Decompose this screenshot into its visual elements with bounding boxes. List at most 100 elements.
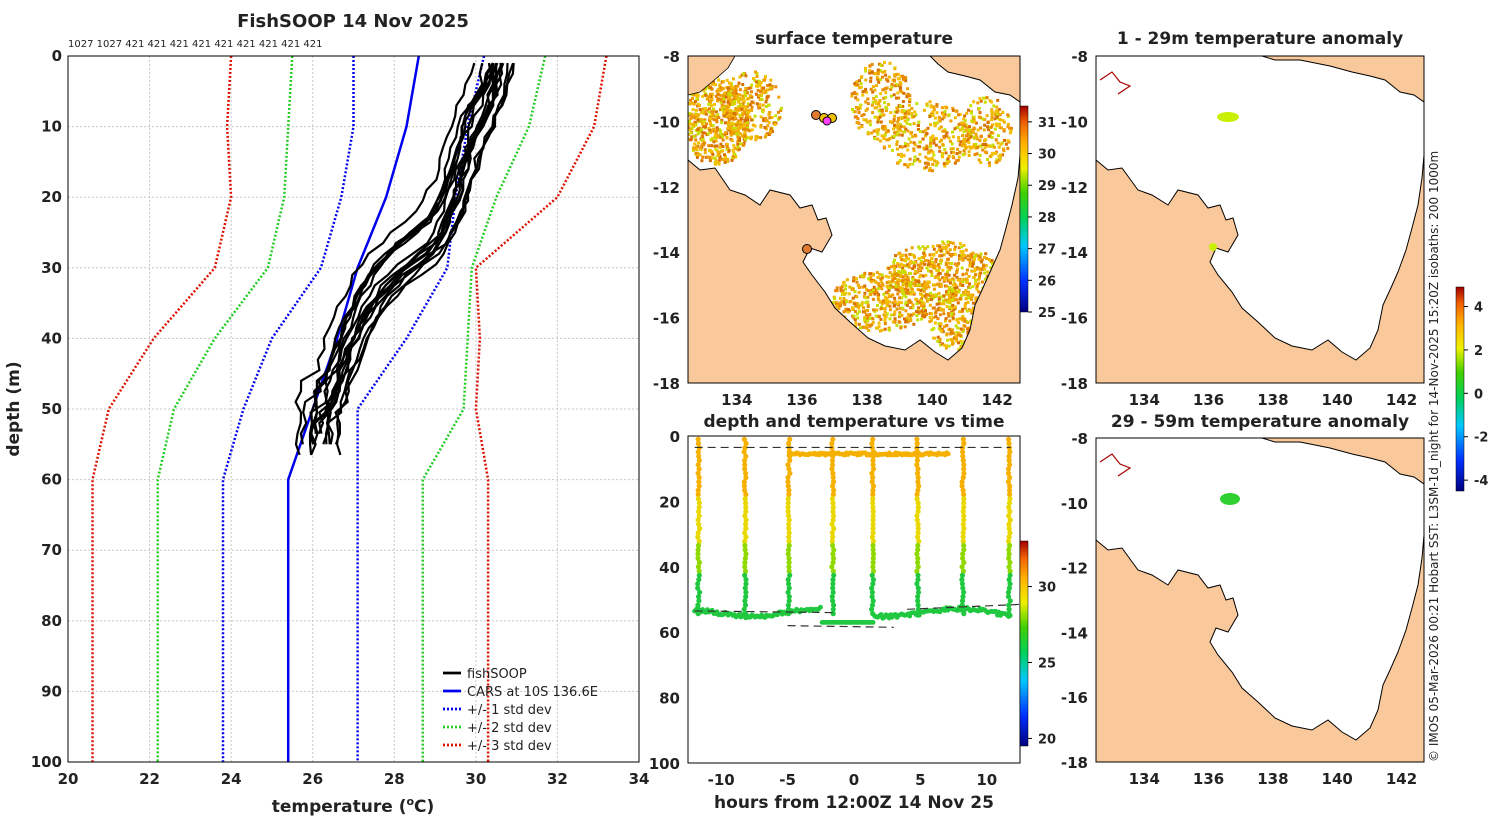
sst-pixel <box>699 117 703 121</box>
sst-pixel <box>975 266 979 270</box>
sst-pixel <box>887 295 891 299</box>
profile-ytick: 20 <box>41 188 62 206</box>
sst-pixel <box>739 117 743 121</box>
depth-time-point <box>1006 525 1012 532</box>
sst-pixel <box>718 145 722 149</box>
sst-pixel <box>698 108 702 112</box>
depth-time-point <box>786 542 792 549</box>
sst-pixel <box>951 292 955 296</box>
depth-time-point <box>960 436 967 442</box>
sst-pixel <box>900 152 903 156</box>
sst-pixel <box>916 280 920 283</box>
sst-pixel <box>945 244 949 248</box>
sst-pixel <box>722 105 726 109</box>
sst-pixel <box>885 312 889 316</box>
sst-pixel <box>741 83 745 86</box>
sst-pixel <box>954 305 957 309</box>
sst-pixel <box>906 320 910 324</box>
sst-pixel <box>768 83 772 87</box>
depth-time-point <box>870 581 876 587</box>
sst-pixel <box>727 89 730 93</box>
profile-grid <box>67 55 640 763</box>
sst-pixel <box>690 93 694 97</box>
depth-time-point <box>961 559 967 566</box>
sst-pixel <box>957 288 961 292</box>
profile-ytick: 80 <box>41 612 62 630</box>
sst-pixel <box>863 316 867 320</box>
sst-pixel <box>768 116 772 120</box>
sst-pixel <box>950 289 954 293</box>
sst-pixel <box>889 313 893 317</box>
sst-pixel <box>770 87 774 90</box>
sst-pixel <box>746 105 749 109</box>
sst-pixel <box>875 308 879 312</box>
sst-pixel <box>947 261 950 265</box>
sst-pixel <box>690 101 694 105</box>
sst-pixel <box>968 286 972 290</box>
sst-pixel <box>879 113 883 117</box>
sst-pixel <box>968 130 972 134</box>
sst-pixel <box>883 101 887 105</box>
sst-pixel <box>729 85 733 89</box>
sst-pixel <box>924 134 927 138</box>
sst-pixel <box>928 320 932 324</box>
sst-pixel <box>870 71 874 75</box>
sst-pixel <box>967 328 971 332</box>
sst-pixel <box>736 139 740 143</box>
sst-pixel <box>961 314 965 318</box>
sst-pixel <box>725 112 729 116</box>
sst-pixel <box>944 346 948 350</box>
sst-pixel <box>720 157 724 161</box>
sst-pixel <box>709 99 713 103</box>
sst-land-islands <box>688 56 736 96</box>
sst-pixel <box>869 293 873 297</box>
sst-pixel <box>951 150 955 154</box>
sst-pixel <box>954 293 958 297</box>
sst-pixel <box>714 115 718 119</box>
sst-pixel <box>927 280 931 284</box>
sst-pixel <box>763 126 767 129</box>
sst-pixel <box>995 160 999 164</box>
sst-pixel <box>714 148 718 151</box>
sst-pixel <box>937 248 941 252</box>
sst-pixel <box>875 291 879 295</box>
sst-pixel <box>928 100 932 104</box>
sst-pixel <box>946 240 950 244</box>
sst-pixel <box>924 283 928 287</box>
sst-pixel <box>779 106 783 110</box>
sst-pixel <box>895 83 899 87</box>
sst-pixel <box>990 109 994 113</box>
sst-pixel <box>737 97 741 101</box>
sst-pixel <box>1006 139 1010 143</box>
sst-pixel <box>858 86 862 90</box>
depth-time-point <box>742 466 748 472</box>
sst-pixel <box>754 138 758 142</box>
sst-pixel <box>835 286 839 290</box>
depth-time-point <box>870 504 876 510</box>
sst-pixel <box>880 276 884 280</box>
sst-pixel <box>990 136 994 139</box>
sst-pixel <box>735 109 739 113</box>
sst-pixel <box>908 94 912 98</box>
sst-pixel <box>971 262 975 266</box>
sst-pixel <box>957 348 961 352</box>
profile-fishsoop-line <box>294 62 476 456</box>
sst-pixel <box>903 111 907 115</box>
sst-pixel <box>905 284 909 288</box>
sst-pixel <box>893 110 897 114</box>
depth-time-point <box>870 620 876 625</box>
sst-pixel <box>734 85 738 88</box>
sst-pixel <box>893 258 897 262</box>
depth-time-point <box>870 555 876 561</box>
profile-xtick: 24 <box>221 770 242 788</box>
sst-pixel <box>715 120 719 124</box>
sst-pixel <box>877 321 881 325</box>
sst-pixel <box>712 103 716 106</box>
sst-pixel <box>850 94 854 98</box>
sst-pixel <box>964 297 968 301</box>
sst-pixel <box>1006 113 1010 117</box>
sst-pixel <box>750 118 754 122</box>
sst-pixel <box>936 317 940 321</box>
sst-pixel <box>917 306 920 310</box>
sst-pixel <box>856 120 860 124</box>
